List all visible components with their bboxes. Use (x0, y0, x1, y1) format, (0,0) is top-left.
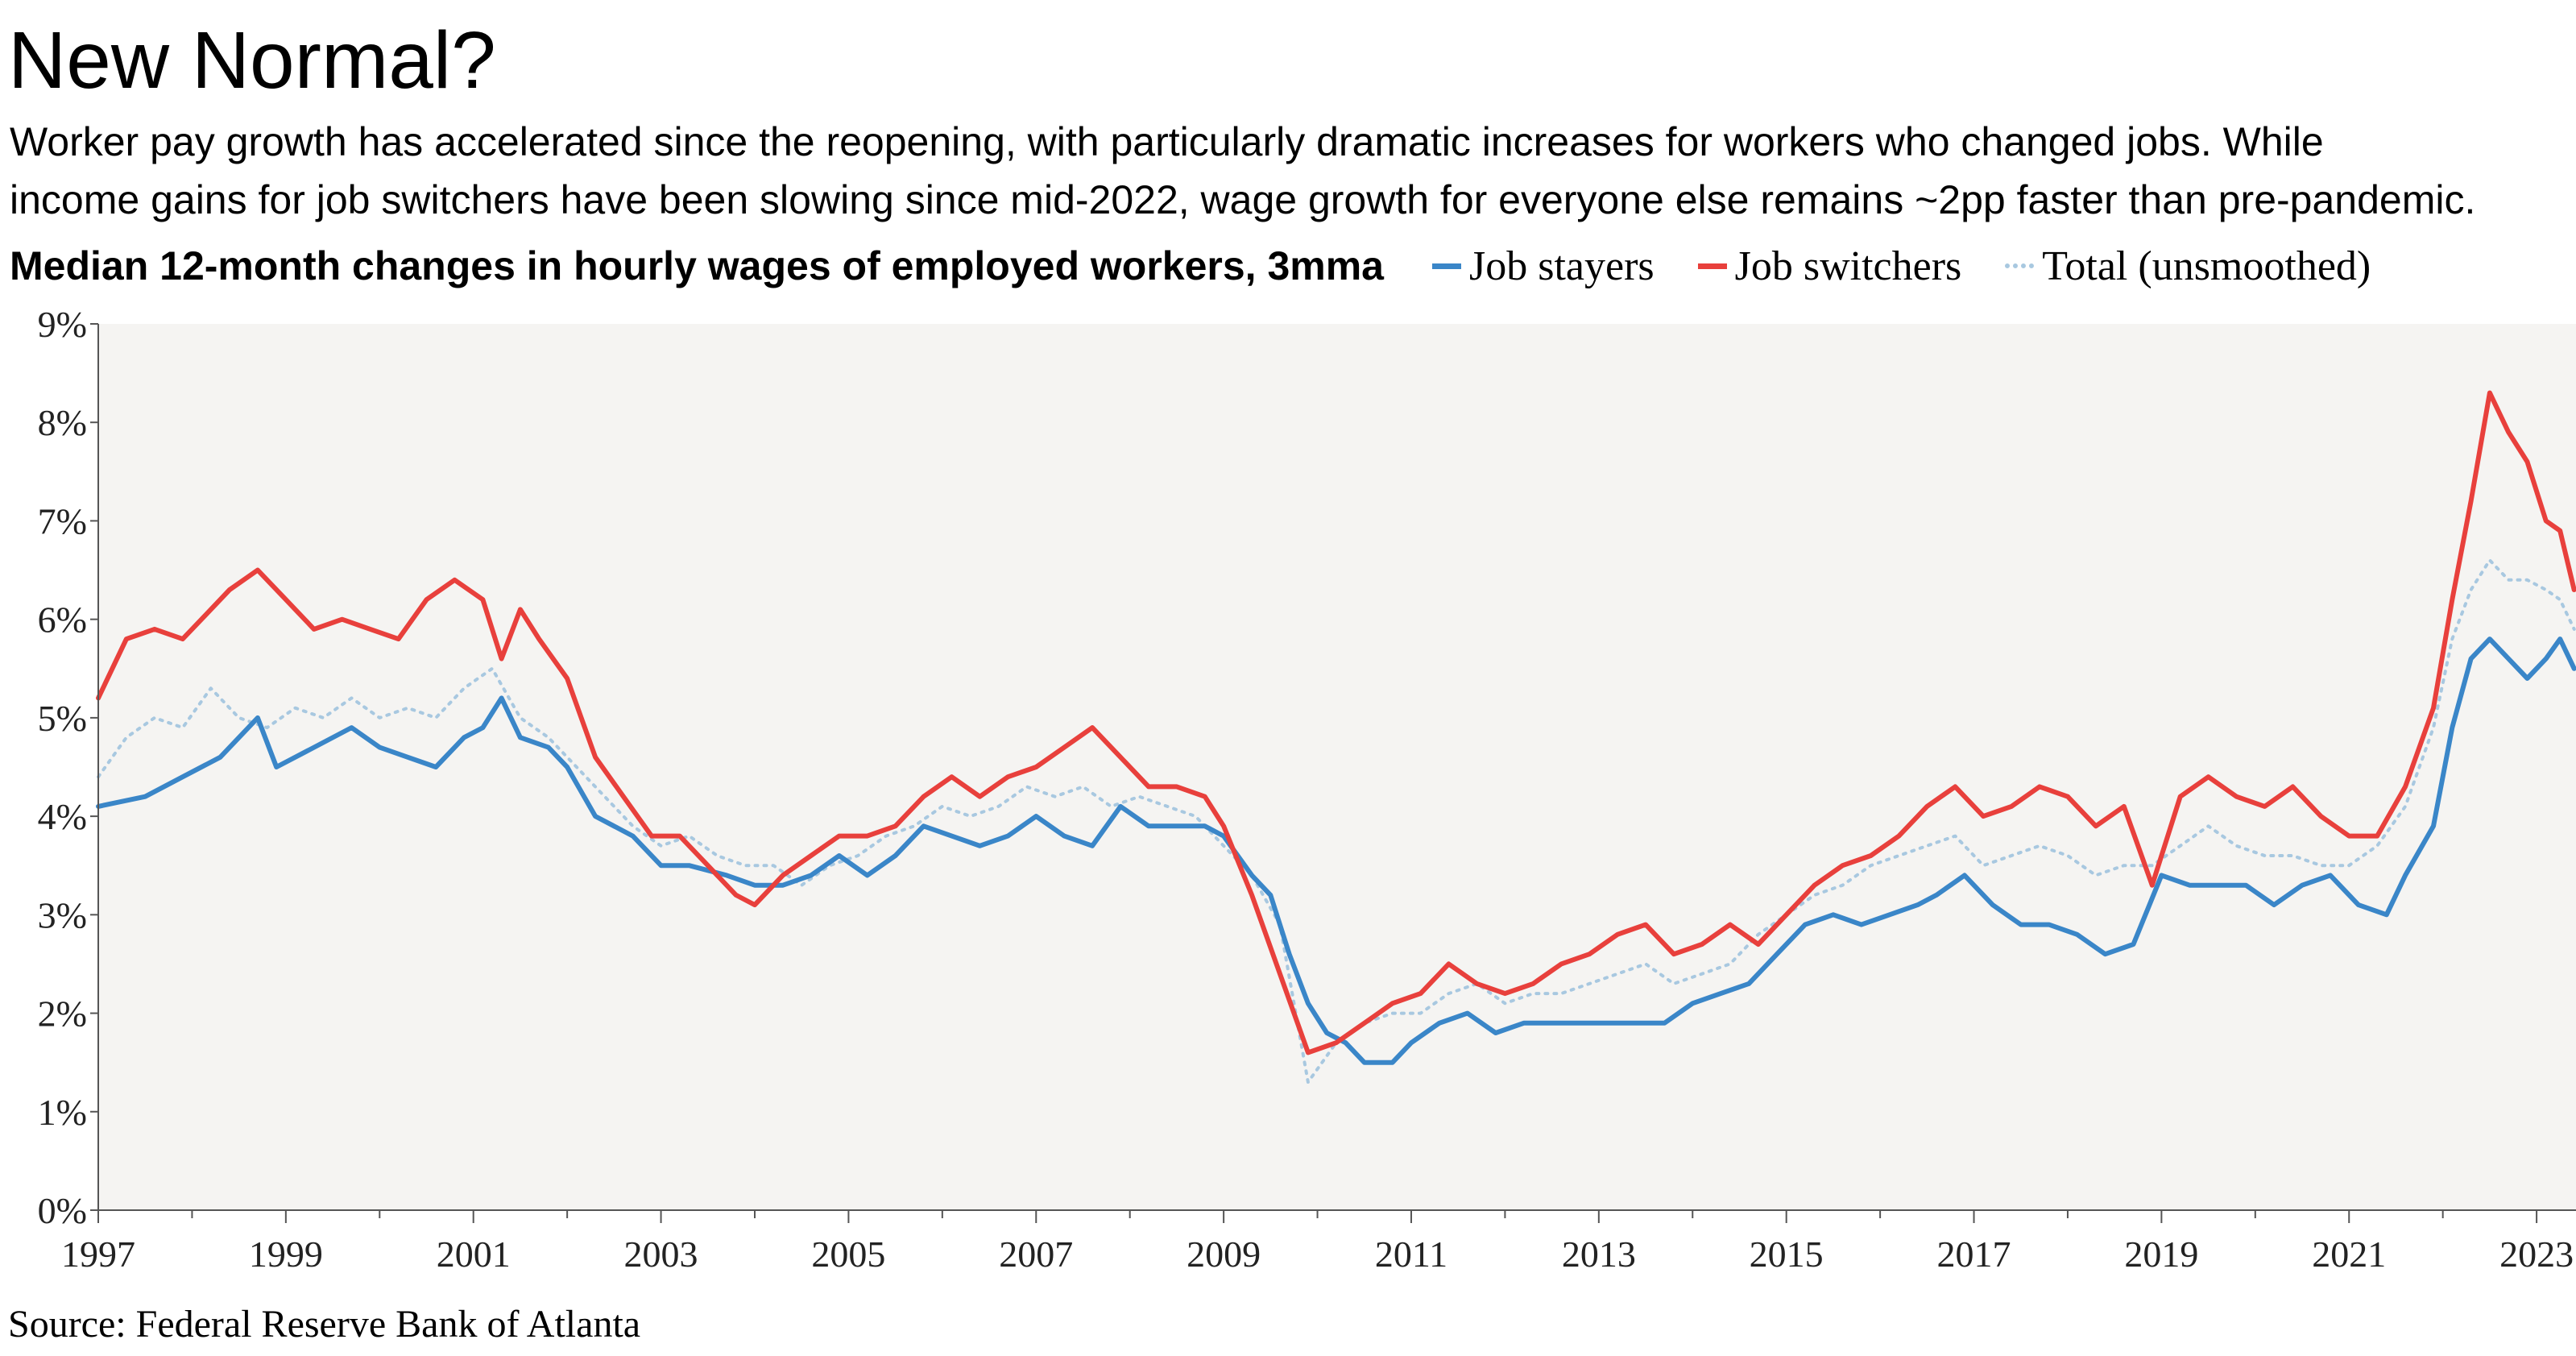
subtitle-line-2: income gains for job switchers have been… (10, 177, 2476, 222)
x-tick-label: 2001 (437, 1234, 511, 1275)
x-tick-label: 2015 (1750, 1234, 1824, 1275)
x-tick-label: 2021 (2312, 1234, 2386, 1275)
y-tick-label: 8% (38, 402, 87, 443)
x-tick-label: 2019 (2124, 1234, 2198, 1275)
x-tick-label: 2023 (2499, 1234, 2574, 1275)
measure-label: Median 12-month changes in hourly wages … (10, 243, 1384, 288)
x-tick-label: 2011 (1375, 1234, 1447, 1275)
x-tick-label: 1997 (61, 1234, 135, 1275)
chart-subtitle: Worker pay growth has accelerated since … (10, 113, 2571, 229)
y-tick-label: 4% (38, 796, 87, 837)
series-line-job-stayers (96, 637, 2576, 1065)
legend-swatch-job-stayers (1431, 263, 1461, 269)
x-tick-label: 2003 (624, 1234, 698, 1275)
legend-item-job-switchers: Job switchers (1697, 243, 1962, 290)
legend-swatch-total (2005, 263, 2035, 268)
x-tick-label: 2017 (1937, 1234, 2011, 1275)
y-tick-label: 6% (38, 599, 87, 641)
y-tick-label: 5% (38, 698, 87, 739)
y-tick-label: 1% (38, 1092, 87, 1133)
legend-item-job-stayers: Job stayers (1431, 243, 1655, 290)
x-tick-label: 1999 (249, 1234, 323, 1275)
legend-label-job-stayers: Job stayers (1468, 243, 1655, 289)
x-tick-label: 2013 (1562, 1234, 1636, 1275)
plot-area (98, 324, 2576, 1210)
x-tick-label: 2009 (1187, 1234, 1261, 1275)
legend-swatch-job-switchers (1697, 263, 1727, 269)
series-line-job-switchers (96, 390, 2576, 1055)
legend-label-job-switchers: Job switchers (1734, 243, 1962, 289)
line-chart: 0% 1% 2% 3% 4% 5% 6% 7% 8% 9% 1997 1999 2001 2003 2005… (38, 304, 2576, 1275)
legend-item-total: Total (unsmoothed) (2005, 243, 2371, 290)
y-tick-label: 9% (38, 304, 87, 345)
x-tick-label: 2007 (999, 1234, 1073, 1275)
x-tick-label: 2005 (811, 1234, 885, 1275)
chart-title: New Normal? (8, 15, 496, 106)
subtitle-line-1: Worker pay growth has accelerated since … (10, 119, 2324, 164)
y-tick-label: 7% (38, 500, 87, 541)
y-tick-label: 2% (38, 993, 87, 1035)
legend-row: Median 12-month changes in hourly wages … (10, 235, 2371, 296)
series-line-total-unsmoothed (97, 558, 2576, 1084)
source-note: Source: Federal Reserve Bank of Atlanta (8, 1303, 641, 1346)
legend-label-total: Total (unsmoothed) (2042, 243, 2371, 289)
y-tick-label: 0% (38, 1190, 87, 1231)
y-tick-label: 3% (38, 894, 87, 935)
